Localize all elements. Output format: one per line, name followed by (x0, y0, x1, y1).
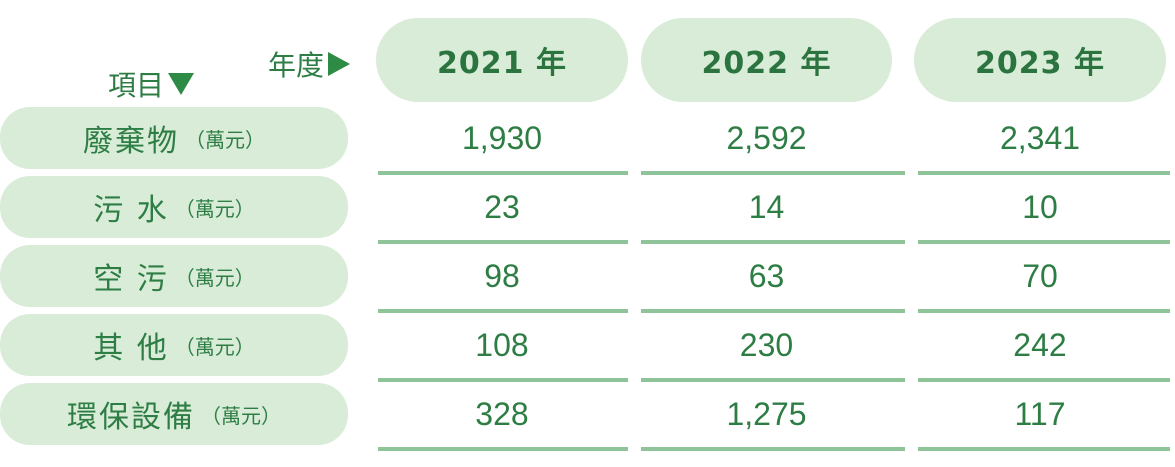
table-cell: 10 (1022, 188, 1058, 225)
row-divider (918, 309, 1170, 313)
year-header-2021: 2021 年 (376, 18, 628, 102)
row-unit: （萬元） (174, 334, 255, 359)
row-name: 其 他 (93, 331, 169, 366)
row-divider (918, 240, 1170, 244)
row-divider (641, 378, 905, 382)
row-divider (918, 378, 1170, 382)
row-name: 環保設備 (67, 400, 195, 435)
table-cell: 14 (748, 188, 785, 225)
table-cell: 63 (748, 257, 785, 294)
row-name: 空 污 (93, 262, 169, 297)
table-cell: 1,275 (726, 395, 807, 432)
row-divider (641, 171, 905, 175)
table-cell: 70 (1022, 257, 1058, 294)
year-header-2022: 2022 年 (641, 18, 892, 102)
triangle-right-icon (328, 52, 351, 76)
row-divider (378, 171, 628, 175)
row-label-env-equipment: 環保設備 （萬元） (0, 383, 348, 445)
triangle-down-icon (168, 73, 195, 95)
item-axis-text: 項目 (108, 69, 165, 102)
item-axis-label: 項目 (108, 64, 195, 104)
row-label-sewage: 污 水（萬元） (0, 176, 348, 238)
row-divider (641, 240, 905, 244)
row-divider (641, 447, 905, 451)
row-divider (918, 171, 1170, 175)
row-divider (641, 309, 905, 313)
row-divider (378, 309, 628, 313)
table-cell: 2,592 (726, 119, 807, 156)
table-cell: 23 (484, 188, 520, 225)
table-cell: 108 (475, 326, 529, 363)
year-axis-label: 年度 (268, 44, 351, 84)
row-name: 廢棄物 (83, 124, 179, 159)
row-divider (378, 240, 628, 244)
row-unit: （萬元） (174, 265, 255, 290)
row-label-waste: 廢棄物 （萬元） (0, 107, 348, 169)
row-divider (918, 447, 1170, 451)
row-label-other: 其 他（萬元） (0, 314, 348, 376)
row-divider (378, 378, 628, 382)
row-name: 污 水 (93, 193, 169, 228)
year-axis-text: 年度 (268, 49, 325, 82)
row-unit: （萬元） (185, 127, 265, 152)
table-cell: 1,930 (461, 119, 543, 156)
row-divider (378, 447, 628, 451)
table-cell: 117 (1014, 395, 1066, 432)
table-cell: 230 (739, 326, 794, 363)
row-unit: （萬元） (201, 403, 281, 428)
table-cell: 2,341 (999, 119, 1081, 156)
row-label-air-pollution: 空 污（萬元） (0, 245, 348, 307)
row-unit: （萬元） (174, 196, 255, 221)
table-cell: 98 (484, 257, 520, 294)
year-header-2023: 2023 年 (914, 18, 1166, 102)
table-cell: 328 (475, 395, 529, 432)
table-cell: 242 (1013, 326, 1067, 363)
